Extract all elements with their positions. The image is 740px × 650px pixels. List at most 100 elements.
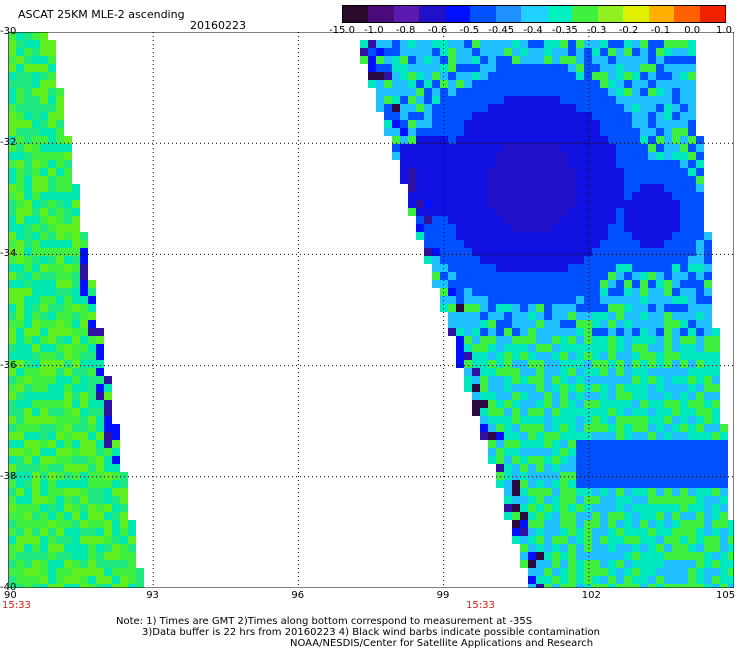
right-swath-cell xyxy=(504,80,512,88)
right-swath-cell xyxy=(672,144,680,152)
right-swath-cell xyxy=(640,72,648,80)
right-swath-cell xyxy=(696,576,704,584)
right-swath-cell xyxy=(656,136,664,144)
left-swath-cell xyxy=(32,416,40,424)
left-swath-cell xyxy=(80,296,88,304)
left-swath-cell xyxy=(48,144,56,152)
right-swath-cell xyxy=(464,104,472,112)
right-swath-cell xyxy=(696,208,704,216)
left-swath-cell xyxy=(104,408,112,416)
right-swath-cell xyxy=(592,56,600,64)
left-swath-cell xyxy=(32,208,40,216)
right-swath-cell xyxy=(616,184,624,192)
right-swath-cell xyxy=(720,472,728,480)
right-swath-cell xyxy=(488,208,496,216)
right-swath-cell xyxy=(672,584,680,588)
right-swath-cell xyxy=(632,320,640,328)
right-swath-cell xyxy=(568,584,576,588)
left-swath-cell xyxy=(24,232,32,240)
right-swath-cell xyxy=(656,352,664,360)
right-swath-cell xyxy=(520,400,528,408)
right-swath-cell xyxy=(368,48,376,56)
right-swath-cell xyxy=(536,40,544,48)
right-swath-cell xyxy=(504,240,512,248)
right-swath-cell xyxy=(432,152,440,160)
left-swath-cell xyxy=(120,552,128,560)
right-swath-cell xyxy=(464,296,472,304)
left-swath-cell xyxy=(72,368,80,376)
right-swath-cell xyxy=(560,120,568,128)
right-swath-cell xyxy=(576,520,584,528)
right-swath-cell xyxy=(568,200,576,208)
right-swath-cell xyxy=(632,208,640,216)
right-swath-cell xyxy=(624,272,632,280)
left-swath-cell xyxy=(24,360,32,368)
left-swath-cell xyxy=(56,256,64,264)
right-swath-cell xyxy=(664,352,672,360)
left-swath-cell xyxy=(64,328,72,336)
right-swath-cell xyxy=(552,304,560,312)
right-swath-cell xyxy=(528,312,536,320)
left-swath-cell xyxy=(8,352,16,360)
right-swath-cell xyxy=(520,280,528,288)
left-swath-cell xyxy=(56,320,64,328)
right-swath-cell xyxy=(576,80,584,88)
right-swath-cell xyxy=(472,264,480,272)
colorbar-label: -0.1 xyxy=(650,25,671,36)
right-swath-cell xyxy=(656,360,664,368)
right-swath-cell xyxy=(680,464,688,472)
right-swath-cell xyxy=(664,40,672,48)
right-swath-cell xyxy=(704,448,712,456)
right-swath-cell xyxy=(664,96,672,104)
right-swath-cell xyxy=(648,328,656,336)
right-swath-cell xyxy=(616,72,624,80)
right-swath-cell xyxy=(568,256,576,264)
left-swath-cell xyxy=(24,440,32,448)
right-swath-cell xyxy=(512,448,520,456)
left-swath-cell xyxy=(16,512,24,520)
right-swath-cell xyxy=(632,448,640,456)
right-swath-cell xyxy=(608,168,616,176)
right-swath-cell xyxy=(552,448,560,456)
left-swath-cell xyxy=(104,432,112,440)
left-swath-cell xyxy=(72,552,80,560)
right-swath-cell xyxy=(640,552,648,560)
right-swath-cell xyxy=(432,136,440,144)
left-swath-cell xyxy=(24,344,32,352)
right-swath-cell xyxy=(632,568,640,576)
right-swath-cell xyxy=(480,224,488,232)
right-swath-cell xyxy=(584,344,592,352)
right-swath-cell xyxy=(408,176,416,184)
left-swath-cell xyxy=(96,416,104,424)
right-swath-cell xyxy=(640,256,648,264)
right-swath-cell xyxy=(560,544,568,552)
left-swath-cell xyxy=(32,440,40,448)
right-swath-cell xyxy=(696,584,704,588)
left-swath-cell xyxy=(104,480,112,488)
left-swath-cell xyxy=(104,536,112,544)
right-swath-cell xyxy=(640,312,648,320)
left-swath-cell xyxy=(56,144,64,152)
right-swath-cell xyxy=(688,520,696,528)
right-swath-cell xyxy=(672,104,680,112)
right-swath-cell xyxy=(496,312,504,320)
right-swath-cell xyxy=(600,208,608,216)
right-swath-cell xyxy=(576,496,584,504)
right-swath-cell xyxy=(536,360,544,368)
left-swath-cell xyxy=(8,576,16,584)
left-swath-cell xyxy=(8,376,16,384)
right-swath-cell xyxy=(448,144,456,152)
left-swath-cell xyxy=(88,432,96,440)
right-swath-cell xyxy=(536,536,544,544)
right-swath-cell xyxy=(424,128,432,136)
right-swath-cell xyxy=(592,168,600,176)
right-swath-cell xyxy=(648,424,656,432)
right-swath-cell xyxy=(688,216,696,224)
left-swath-cell xyxy=(8,496,16,504)
right-swath-cell xyxy=(616,64,624,72)
lat-lon-grid xyxy=(8,32,734,588)
left-swath-cell xyxy=(56,424,64,432)
right-swath-cell xyxy=(552,160,560,168)
right-swath-cell xyxy=(584,448,592,456)
left-swath-cell xyxy=(24,120,32,128)
